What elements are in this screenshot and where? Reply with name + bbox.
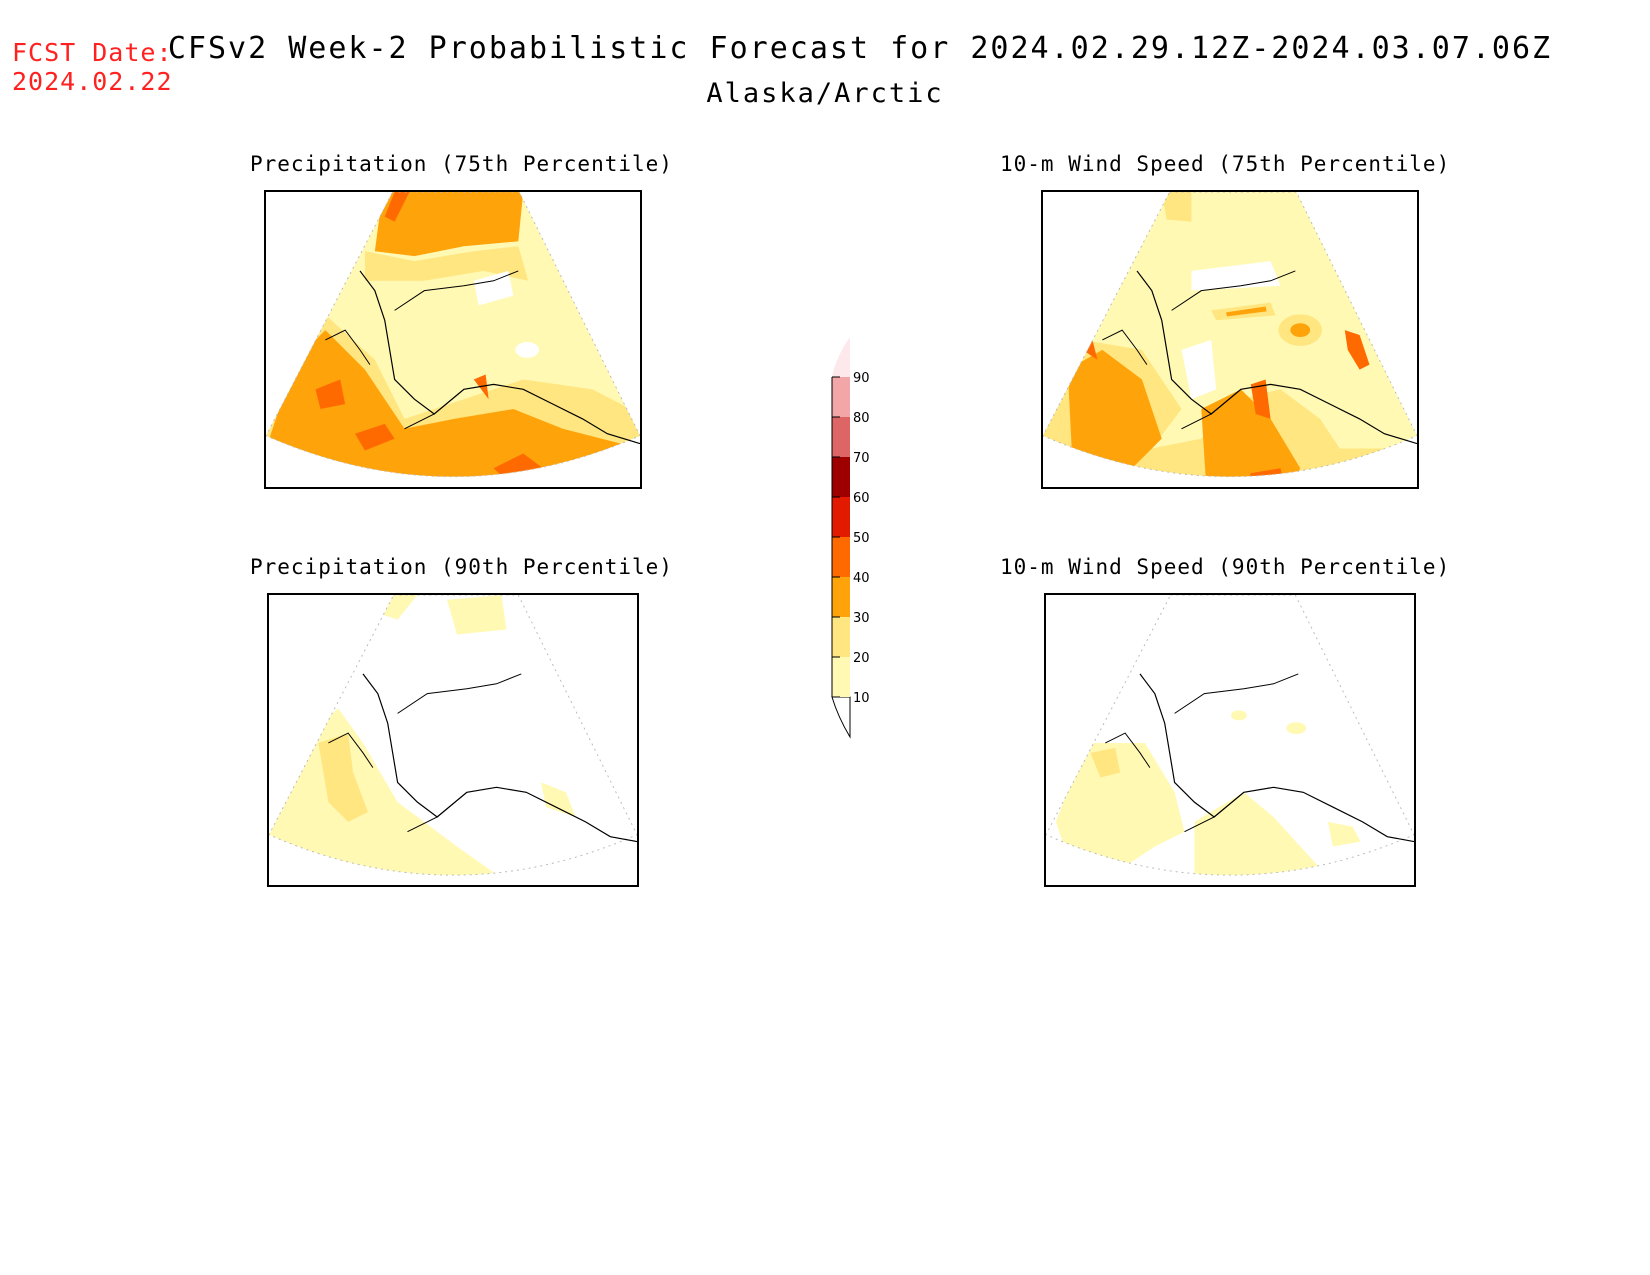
colorbar-label-20: 20 — [853, 651, 870, 666]
colorbar-label-40: 40 — [853, 571, 870, 586]
colorbar-label-30: 30 — [853, 611, 870, 626]
panel-title-precip-75: Precipitation (75th Percentile) — [250, 152, 673, 176]
colorbar-label-80: 80 — [853, 411, 870, 426]
fcst-date-value: 2024.02.22 — [12, 67, 173, 96]
panel-title-wind-90: 10-m Wind Speed (90th Percentile) — [1000, 555, 1451, 579]
colorbar-label-50: 50 — [853, 531, 870, 546]
map-wind-90 — [1044, 593, 1416, 887]
panel-title-wind-75: 10-m Wind Speed (75th Percentile) — [1000, 152, 1451, 176]
colorbar-label-90: 90 — [853, 371, 870, 386]
colorbar-box-4 — [832, 497, 850, 537]
colorbar-label-10: 10 — [853, 691, 870, 706]
colorbar-box-0 — [832, 657, 850, 697]
colorbar-box-8 — [832, 337, 850, 377]
colorbar-box-3 — [832, 537, 850, 577]
colorbar-label-60: 60 — [853, 491, 870, 506]
colorbar-group: 10 20 30 40 50 60 70 80 90 — [831, 337, 870, 739]
colorbar-extension-low — [831, 696, 851, 739]
colorbar-box-2 — [832, 577, 850, 617]
colorbar-box-5 — [832, 457, 850, 497]
panel-title-precip-90: Precipitation (90th Percentile) — [250, 555, 673, 579]
page-title: CFSv2 Week-2 Probabilistic Forecast for … — [167, 31, 1553, 66]
map-precip-75 — [264, 190, 642, 489]
map-wind-75 — [1041, 190, 1419, 489]
map-precip-90 — [267, 593, 639, 887]
fcst-date-label: FCST Date: — [12, 38, 173, 67]
colorbar-box-1 — [832, 617, 850, 657]
colorbar-box-6 — [832, 417, 850, 457]
colorbar-label-70: 70 — [853, 451, 870, 466]
region-subtitle: Alaska/Arctic — [706, 78, 944, 109]
colorbar-box-7 — [832, 377, 850, 417]
